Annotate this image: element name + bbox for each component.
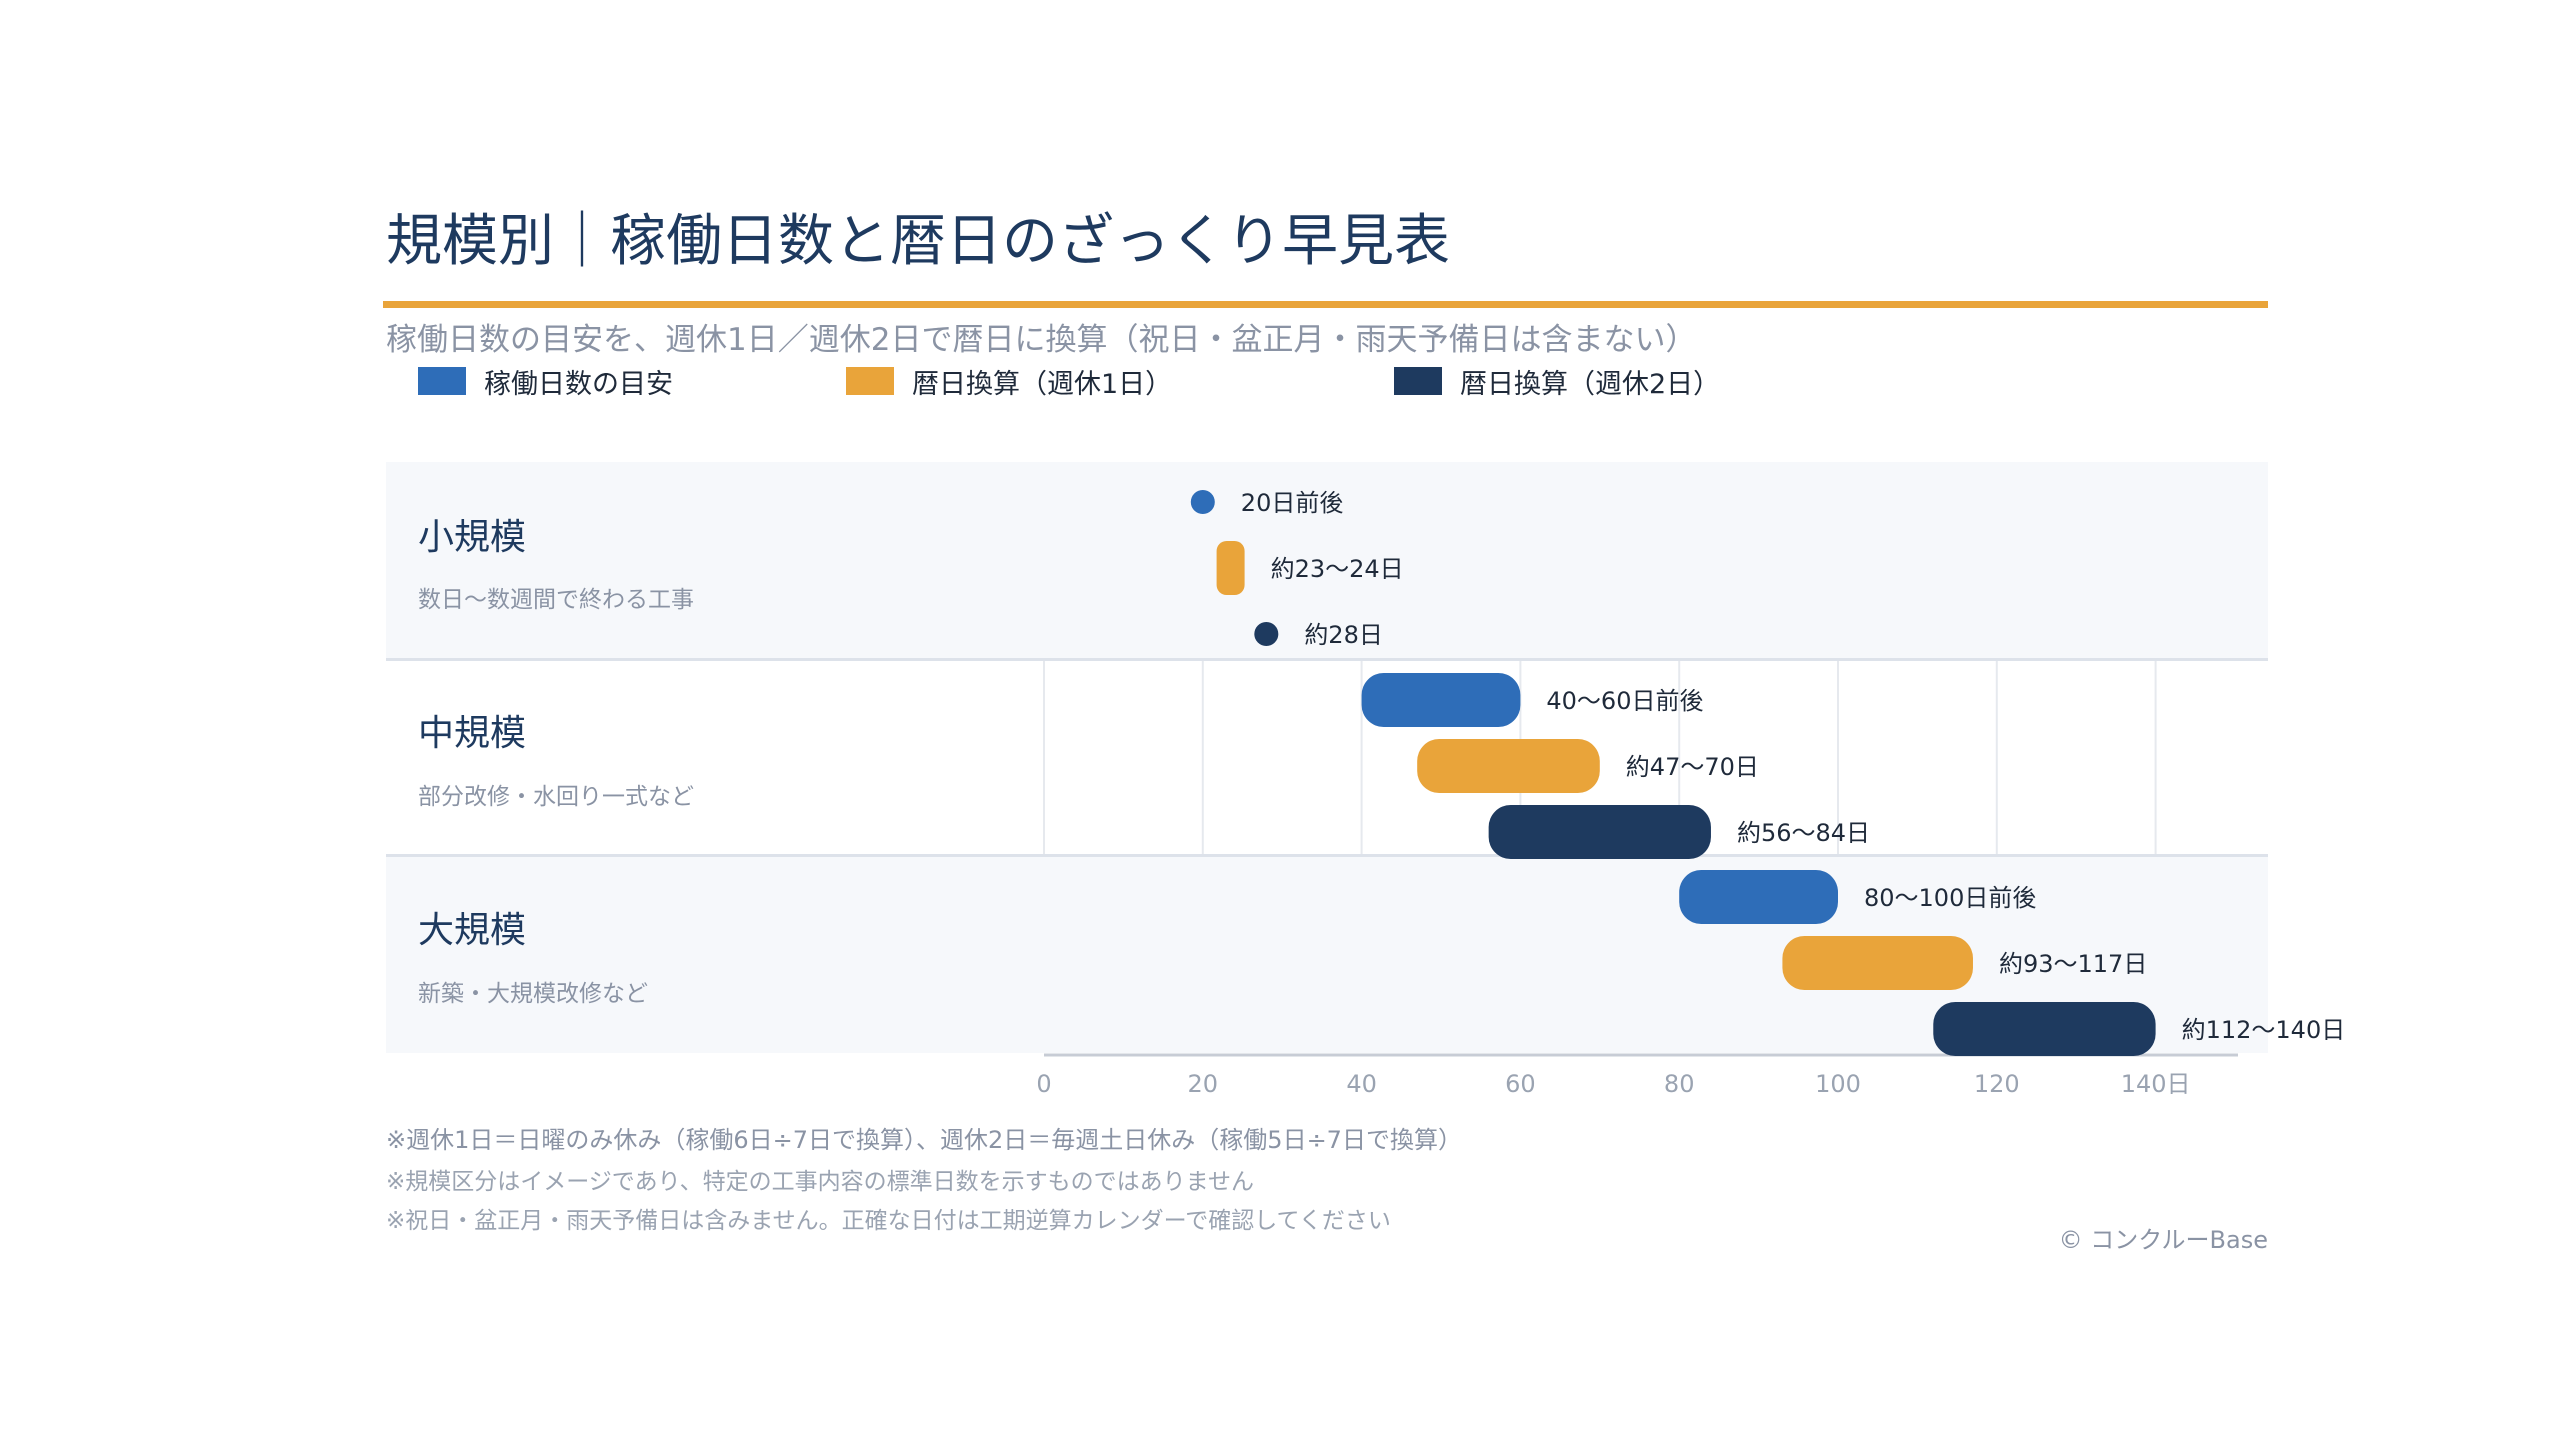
range-bar [1679,870,1838,924]
legend-item-week1: 暦日換算（週休1日） [846,366,1172,400]
x-tick-label: 100 [1815,1070,1861,1098]
data-label: 約47〜70日 [1626,753,1759,781]
category-desc-large: 新築・大規模改修など [418,981,648,1007]
x-tick-label: 20 [1188,1070,1219,1098]
category-name-large: 大規模 [418,910,527,951]
chart-subtitle: 稼働日数の目安を、週休1日／週休2日で暦日に換算（祝日・盆正月・雨天予備日は含ま… [386,322,1697,358]
x-tick-label: 60 [1505,1070,1536,1098]
range-bar [1361,673,1521,727]
chart-title: 規模別｜稼働日数と暦日のざっくり早見表 [386,209,1450,274]
band-separator [386,658,2268,661]
footnote-1: ※週休1日＝日曜のみ休み（稼働6日÷7日で換算）、週休2日＝毎週土日休み（稼働5… [386,1126,1462,1154]
data-label: 80〜100日前後 [1864,884,2036,912]
range-bar [1782,936,1973,990]
legend-swatch-week2 [1394,367,1442,395]
data-label: 約93〜117日 [1999,950,2147,978]
footnote-2: ※規模区分はイメージであり、特定の工事内容の標準日数を示すものではありません [386,1169,1254,1195]
category-name-medium: 中規模 [418,713,527,754]
category-desc-medium: 部分改修・水回り一式など [418,784,694,810]
data-label: 40〜60日前後 [1546,687,1703,715]
range-point [1254,622,1279,646]
data-label: 約112〜140日 [2182,1016,2346,1044]
range-bar [1216,541,1245,595]
legend-label-workdays: 稼働日数の目安 [484,368,673,400]
x-tick-label: 120 [1974,1070,2020,1098]
x-tick-label: 0 [1036,1070,1051,1098]
legend-swatch-week1 [846,367,894,395]
band-small [386,462,2268,658]
category-name-small: 小規模 [418,517,527,558]
legend-label-week2: 暦日換算（週休2日） [1460,368,1721,400]
x-tick-label: 140日 [2121,1070,2191,1098]
range-point [1190,490,1215,514]
band-medium [386,661,2268,854]
data-label: 約23〜24日 [1271,555,1404,583]
data-label: 約28日 [1304,621,1383,649]
range-bar [1933,1002,2156,1056]
legend-swatch-workdays [418,367,466,395]
category-desc-small: 数日〜数週間で終わる工事 [418,587,694,613]
credit: © コンクルーBase [2058,1226,2268,1254]
title-underline [383,301,2268,308]
footnote-3: ※祝日・盆正月・雨天予備日は含みません。正確な日付は工期逆算カレンダーで確認して… [386,1208,1391,1234]
legend-label-week1: 暦日換算（週休1日） [912,368,1173,400]
range-bar [1488,805,1711,859]
x-tick-label: 40 [1346,1070,1377,1098]
data-label: 20日前後 [1241,489,1344,517]
band-separator [386,854,2268,857]
legend-item-week2: 暦日換算（週休2日） [1394,366,1720,400]
legend-item-workdays: 稼働日数の目安 [418,366,673,400]
range-bar [1417,739,1600,793]
data-label: 約56〜84日 [1737,819,1870,847]
x-tick-label: 80 [1664,1070,1695,1098]
